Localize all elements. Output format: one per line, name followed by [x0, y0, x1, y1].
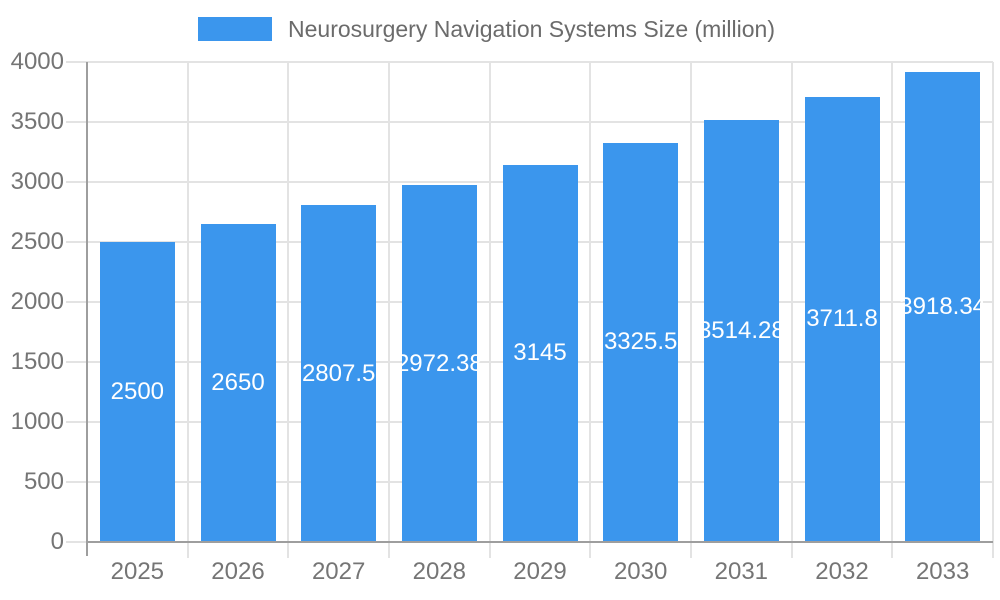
gridline-vertical — [790, 62, 793, 558]
gridline-vertical — [186, 62, 189, 558]
bar[interactable] — [703, 120, 779, 542]
bar[interactable] — [905, 71, 981, 542]
y-axis-tick-label: 500 — [23, 468, 64, 495]
x-axis-tick-label: 2032 — [815, 558, 869, 585]
bar[interactable] — [99, 242, 175, 542]
gridline-vertical — [992, 62, 994, 558]
bar-value-label: 3145 — [513, 339, 567, 367]
y-axis-tick-label: 1000 — [10, 408, 64, 435]
legend-label: Neurosurgery Navigation Systems Size (mi… — [288, 16, 775, 42]
y-axis-tick-label: 4000 — [10, 48, 64, 75]
x-axis-tick-label: 2027 — [311, 558, 366, 585]
x-axis-tick-label: 2025 — [110, 558, 165, 585]
legend-item[interactable]: Neurosurgery Navigation Systems Size (mi… — [198, 16, 775, 42]
y-axis-tick-label: 3500 — [10, 108, 64, 135]
gridline-vertical — [589, 62, 592, 558]
bar-value-label: 3514.28 — [697, 317, 785, 345]
gridline-vertical — [891, 62, 894, 558]
bar[interactable] — [603, 142, 679, 542]
y-axis-tick-label: 0 — [50, 528, 64, 555]
y-axis-tick-label: 2500 — [10, 228, 64, 255]
x-axis-tick-label: 2030 — [613, 558, 668, 585]
bar-value-label: 2650 — [211, 369, 265, 396]
bar[interactable] — [401, 185, 477, 542]
bar-value-label: 2500 — [110, 378, 165, 405]
gridline-horizontal — [66, 121, 993, 123]
gridline-vertical — [488, 62, 491, 558]
x-axis-tick-label: 2028 — [412, 558, 467, 585]
y-axis-tick-label: 1500 — [10, 348, 64, 375]
bar[interactable] — [301, 205, 377, 542]
x-axis-tick-label: 2031 — [714, 558, 769, 585]
bar-value-label: 3325.5 — [603, 328, 678, 356]
y-axis-tick-label: 3000 — [10, 168, 64, 195]
x-axis-line — [86, 541, 993, 543]
gridline-horizontal — [66, 61, 993, 63]
bar-value-label: 2972.38 — [395, 349, 483, 377]
bar[interactable] — [804, 96, 880, 542]
bar[interactable] — [200, 224, 276, 542]
bar-value-label: 3918.34 — [899, 292, 987, 320]
bar-value-label: 2807.5 — [301, 359, 376, 387]
gridline-vertical — [388, 62, 390, 558]
x-axis-tick-label: 2029 — [513, 558, 567, 585]
x-axis-tick-label: 2033 — [915, 558, 970, 585]
gridline-vertical — [690, 62, 692, 558]
y-axis-line — [86, 62, 88, 556]
x-axis-tick-label: 2026 — [211, 558, 265, 585]
bar-value-label: 3711.8 — [806, 305, 878, 333]
legend-swatch — [198, 17, 272, 41]
bar[interactable] — [502, 164, 578, 542]
gridline-vertical — [287, 62, 290, 558]
y-axis-tick-label: 2000 — [10, 288, 64, 315]
